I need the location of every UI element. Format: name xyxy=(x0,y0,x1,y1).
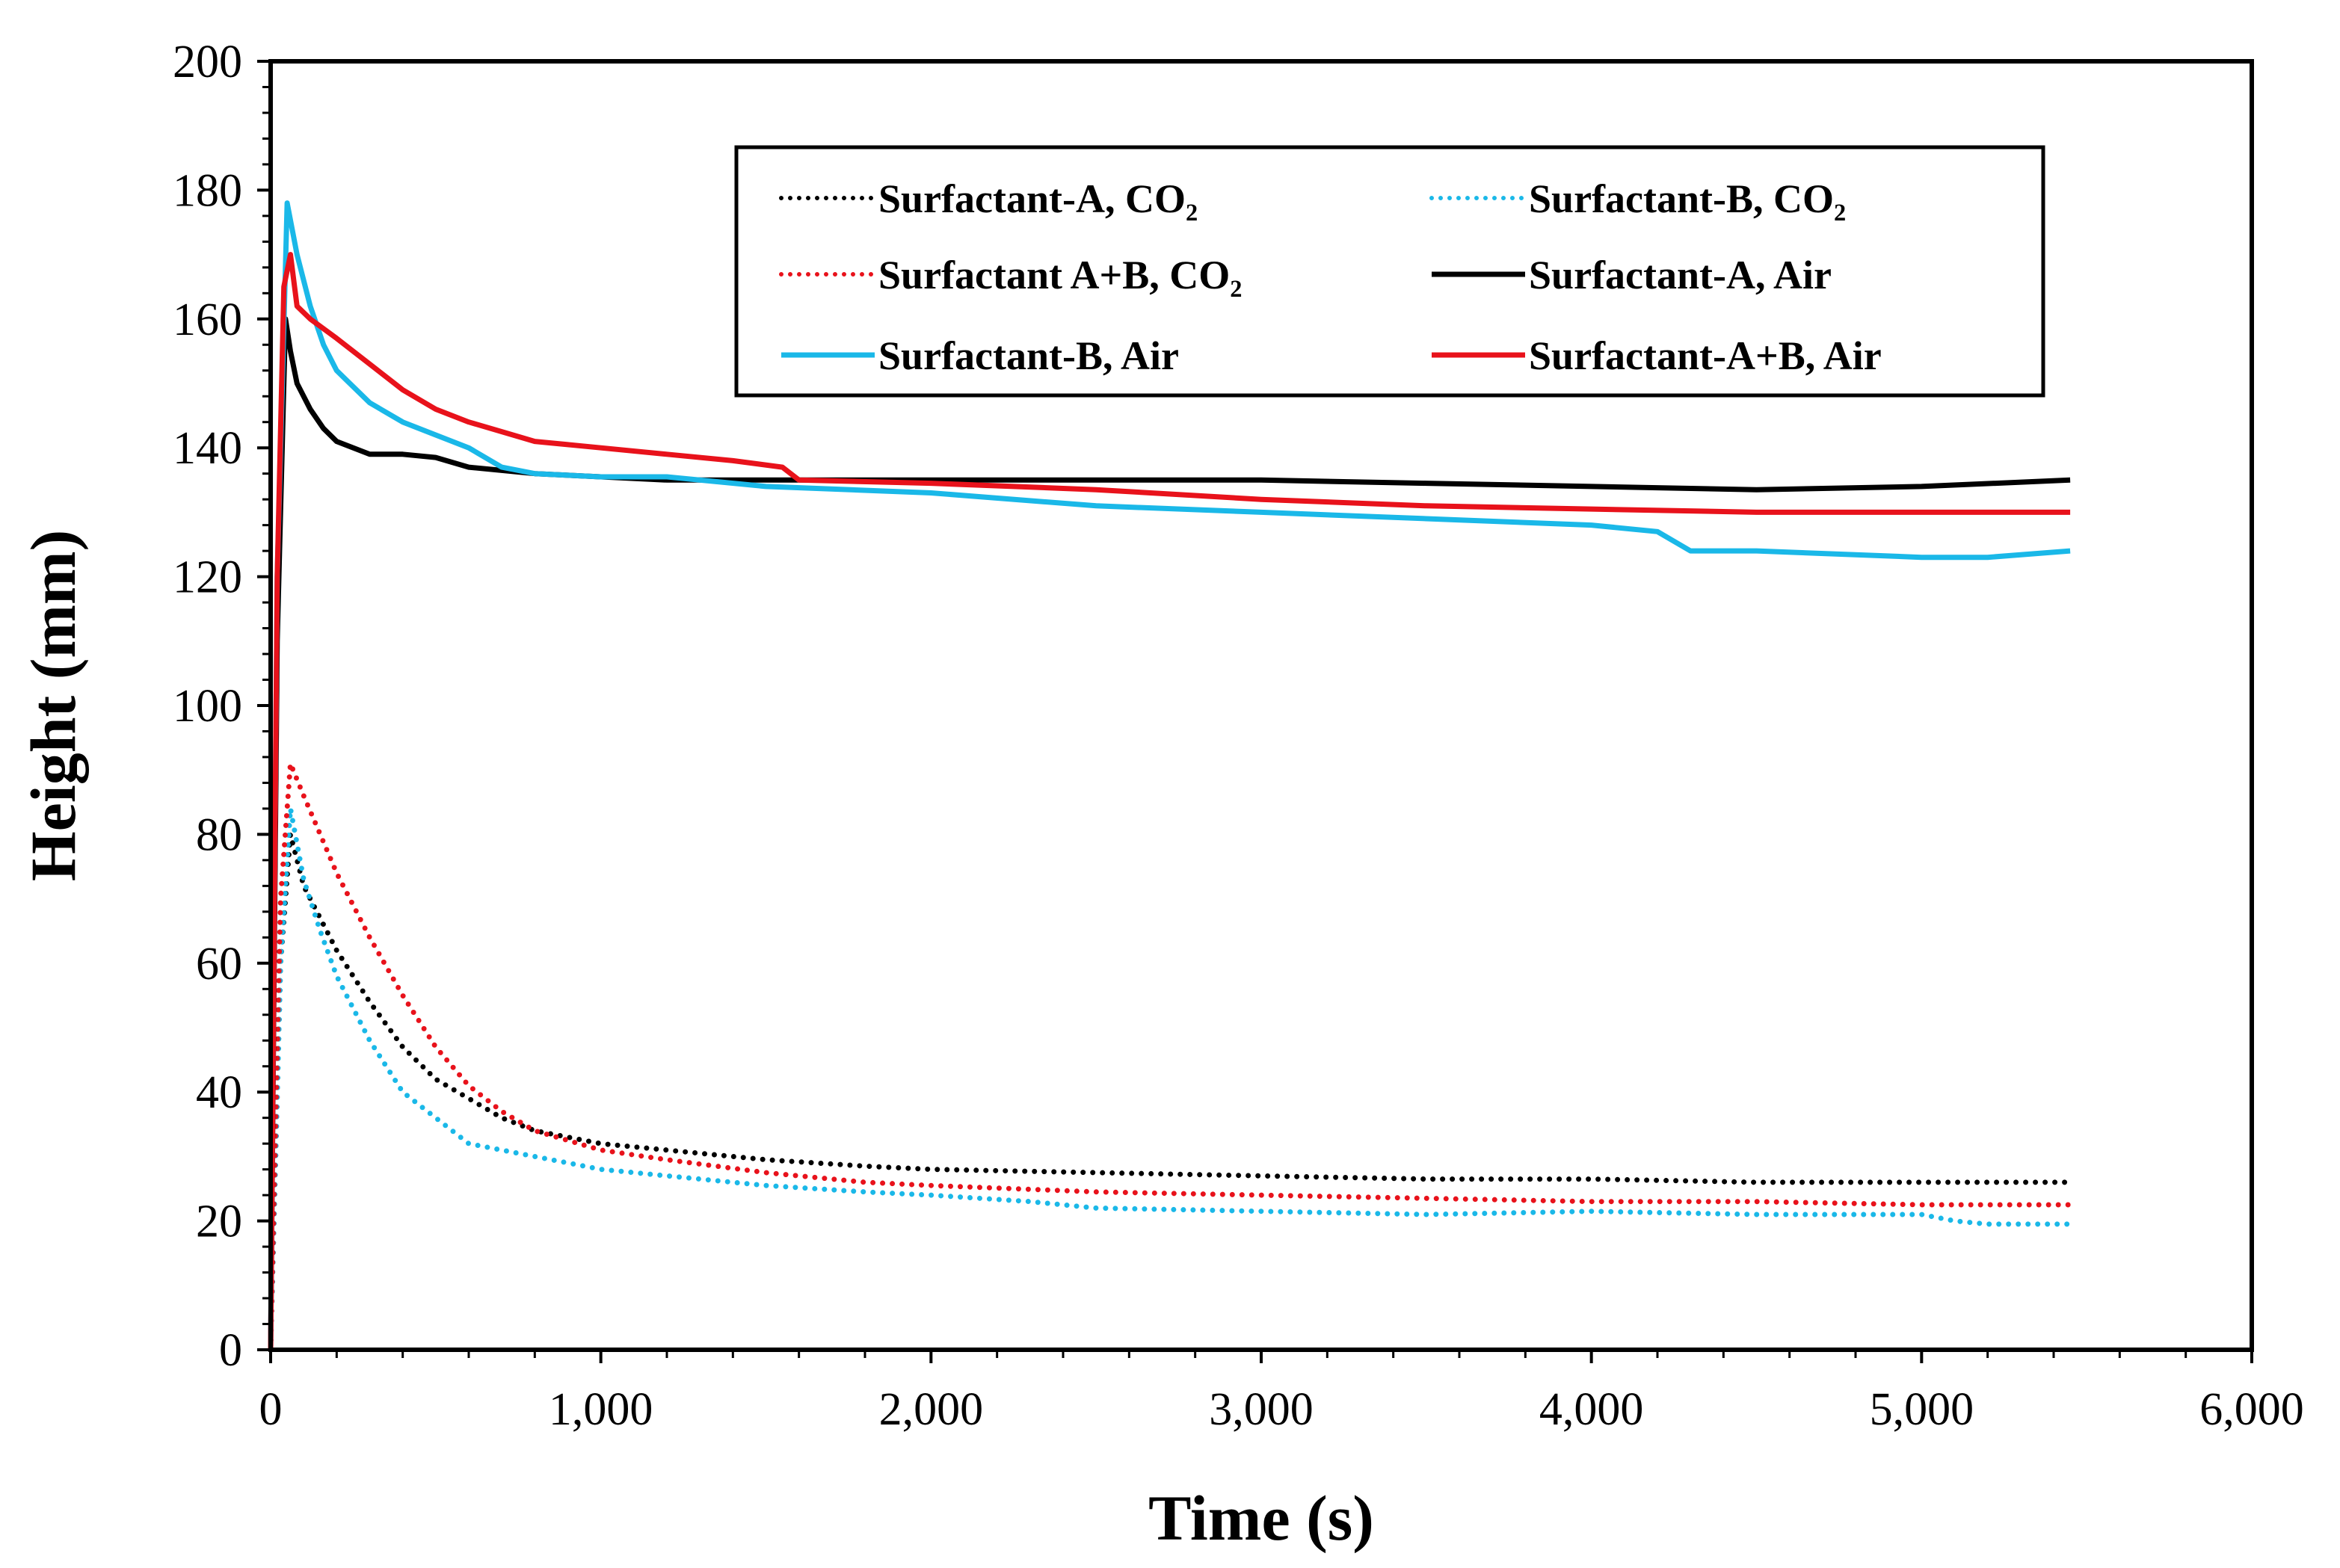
legend-label: Surfactant A+B, CO₂ xyxy=(878,253,1242,297)
y-tick-label: 100 xyxy=(173,681,242,732)
legend-label: Surfactant-A, Air xyxy=(1529,253,1832,297)
y-axis: 0 20 40 60 80 100 120 140 160 180 200 xyxy=(173,37,271,1376)
x-tick-label: 5,000 xyxy=(1870,1384,1974,1435)
x-tick-label: 0 xyxy=(259,1384,283,1435)
y-tick-label: 40 xyxy=(196,1067,242,1118)
x-axis: 0 1,000 2,000 3,000 4,000 5,000 6,000 xyxy=(259,1350,2304,1435)
legend-label: Surfactant-B, CO₂ xyxy=(1529,176,1846,221)
y-tick-label: 20 xyxy=(196,1197,242,1247)
series-line-6 xyxy=(268,252,2071,1351)
x-axis-title: Time (s) xyxy=(1148,1482,1374,1554)
y-axis-title: Height (mm) xyxy=(17,530,89,881)
legend-label: Surfactant-A, CO₂ xyxy=(878,176,1198,221)
y-tick-label: 0 xyxy=(219,1325,242,1376)
y-tick-label: 80 xyxy=(196,809,242,860)
legend-box xyxy=(734,145,2045,398)
y-tick-label: 140 xyxy=(173,423,242,474)
legend: Surfactant-A, CO₂ Surfactant-B, CO₂ Surfac… xyxy=(734,145,2045,398)
legend-label: Surfactant-B, Air xyxy=(878,333,1179,378)
legend-label: Surfactant-A+B, Air xyxy=(1529,333,1882,378)
series-line-1 xyxy=(268,831,2073,1353)
x-tick-label: 4,000 xyxy=(1539,1384,1644,1435)
series-line-4 xyxy=(268,316,2071,1351)
x-tick-label: 1,000 xyxy=(549,1384,653,1435)
x-tick-label: 2,000 xyxy=(879,1384,984,1435)
x-tick-label: 6,000 xyxy=(2199,1384,2304,1435)
x-tick-label: 3,000 xyxy=(1209,1384,1314,1435)
y-tick-label: 160 xyxy=(173,294,242,345)
series-line-3 xyxy=(268,761,2073,1353)
y-tick-label: 60 xyxy=(196,939,242,990)
plot-lines xyxy=(268,200,2073,1353)
y-tick-label: 120 xyxy=(173,552,242,603)
y-tick-label: 180 xyxy=(173,165,242,216)
y-tick-label: 200 xyxy=(173,37,242,87)
